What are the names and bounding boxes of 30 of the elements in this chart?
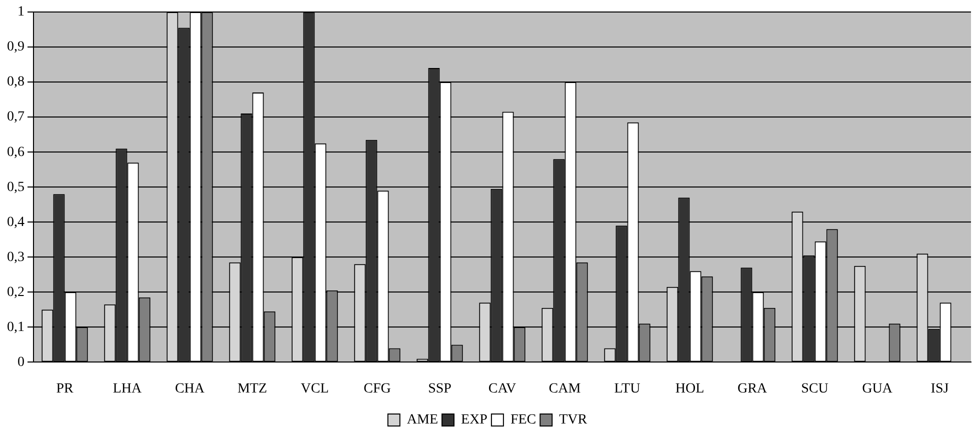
x-tick-label: PR bbox=[56, 381, 74, 396]
legend-label: EXP bbox=[460, 412, 488, 428]
x-tick-label: CAM bbox=[548, 381, 582, 396]
legend-label: FEC bbox=[510, 412, 536, 428]
x-tick-label: CFG bbox=[364, 381, 391, 396]
y-tick-label: 0,8 bbox=[7, 74, 24, 90]
x-tick-label: LHA bbox=[112, 381, 143, 396]
y-tick-label: 0,2 bbox=[7, 284, 24, 300]
x-tick-label: SSP bbox=[428, 381, 452, 396]
y-tick-label: 0,6 bbox=[7, 144, 24, 160]
y-tick-label: 0,1 bbox=[7, 320, 24, 335]
x-tick-label: HOL bbox=[675, 381, 704, 396]
y-tick-label: 0,4 bbox=[7, 214, 24, 230]
x-tick-label: SCU bbox=[801, 381, 828, 396]
x-tick-label: GRA bbox=[737, 381, 768, 396]
y-tick-label: 0,9 bbox=[7, 40, 24, 55]
legend-label: AME bbox=[406, 412, 438, 428]
x-tick-label: GUA bbox=[862, 381, 894, 396]
x-tick-label: CHA bbox=[174, 381, 206, 396]
legend-label: TVR bbox=[559, 412, 588, 428]
x-tick-label: VCL bbox=[300, 381, 329, 396]
x-tick-label: CAV bbox=[488, 381, 516, 396]
y-tick-label: 0,7 bbox=[7, 110, 24, 125]
y-tick-label: 0 bbox=[18, 354, 24, 370]
x-tick-label: MTZ bbox=[237, 381, 268, 396]
y-tick-label: 1 bbox=[18, 4, 24, 20]
x-tick-label: ISJ bbox=[930, 381, 950, 396]
y-tick-label: 0,3 bbox=[7, 250, 24, 265]
x-tick-label: LTU bbox=[614, 381, 640, 396]
y-tick-label: 0,5 bbox=[7, 180, 24, 195]
